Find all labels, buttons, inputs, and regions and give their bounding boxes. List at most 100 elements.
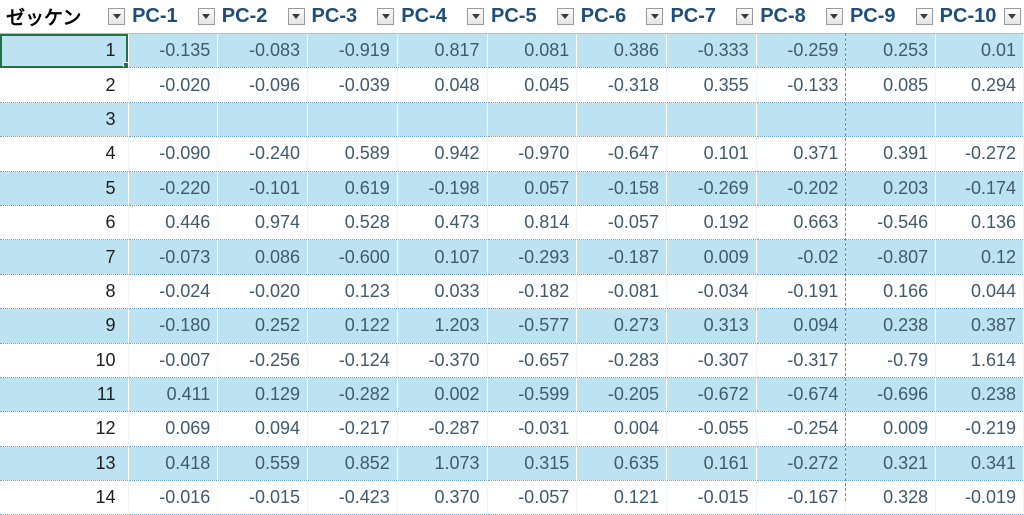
table-cell[interactable]: 0.321 xyxy=(845,446,937,482)
table-cell[interactable]: -0.034 xyxy=(666,274,757,310)
filter-dropdown-button[interactable] xyxy=(377,8,395,25)
table-cell[interactable]: 1.203 xyxy=(397,308,488,344)
table-cell[interactable]: 0.663 xyxy=(756,205,847,241)
table-cell[interactable]: -0.259 xyxy=(756,33,847,69)
table-cell[interactable]: 0.045 xyxy=(487,67,578,103)
table-cell[interactable]: 0.328 xyxy=(845,480,937,515)
table-cell[interactable] xyxy=(217,102,309,138)
table-cell[interactable]: 0.371 xyxy=(756,136,847,172)
table-cell[interactable]: -0.307 xyxy=(666,343,757,378)
table-cell[interactable]: -0.083 xyxy=(217,33,309,69)
row-id-cell[interactable]: 10 xyxy=(0,343,129,378)
table-cell[interactable]: 0.094 xyxy=(217,411,309,447)
table-cell[interactable]: -0.287 xyxy=(397,411,488,447)
table-cell[interactable] xyxy=(487,102,578,138)
filter-dropdown-button[interactable] xyxy=(1003,8,1021,25)
table-cell[interactable]: 0.094 xyxy=(756,308,847,344)
table-cell[interactable]: 0.238 xyxy=(845,308,937,344)
table-cell[interactable]: 0.01 xyxy=(935,33,1024,69)
row-id-cell[interactable]: 2 xyxy=(0,67,129,103)
table-cell[interactable]: 0.086 xyxy=(217,239,309,275)
table-cell[interactable]: 0.273 xyxy=(576,308,667,344)
table-cell[interactable]: -0.057 xyxy=(576,205,667,241)
row-id-cell[interactable]: 4 xyxy=(0,136,129,172)
table-cell[interactable]: -0.282 xyxy=(307,377,398,413)
table-cell[interactable]: -0.090 xyxy=(128,136,219,172)
table-cell[interactable]: 0.107 xyxy=(397,239,488,275)
table-cell[interactable]: -0.015 xyxy=(666,480,757,515)
table-cell[interactable]: -0.919 xyxy=(307,33,398,69)
table-cell[interactable]: 0.166 xyxy=(845,274,937,310)
table-cell[interactable]: -0.272 xyxy=(756,446,847,482)
filter-dropdown-button[interactable] xyxy=(915,8,933,25)
table-cell[interactable]: -0.205 xyxy=(576,377,667,413)
table-cell[interactable]: -0.79 xyxy=(845,343,937,378)
table-cell[interactable]: 0.136 xyxy=(935,205,1024,241)
table-cell[interactable] xyxy=(128,102,219,138)
row-id-cell[interactable]: 3 xyxy=(0,102,129,138)
row-id-cell[interactable]: 1 xyxy=(0,33,129,69)
table-cell[interactable]: -0.055 xyxy=(666,411,757,447)
row-id-cell[interactable]: 5 xyxy=(0,171,129,206)
table-cell[interactable]: -0.019 xyxy=(935,480,1024,515)
column-header-pc-6[interactable]: PC-6 xyxy=(576,0,667,34)
table-cell[interactable]: -0.039 xyxy=(307,67,398,103)
table-cell[interactable]: 0.315 xyxy=(487,446,578,482)
row-id-cell[interactable]: 12 xyxy=(0,411,129,447)
table-cell[interactable]: 0.129 xyxy=(217,377,309,413)
table-cell[interactable]: -0.370 xyxy=(397,343,488,378)
table-cell[interactable]: 0.033 xyxy=(397,274,488,310)
table-cell[interactable]: 1.614 xyxy=(935,343,1024,378)
table-cell[interactable]: 0.004 xyxy=(576,411,667,447)
column-header-pc-5[interactable]: PC-5 xyxy=(487,0,577,34)
filter-dropdown-button[interactable] xyxy=(736,8,754,25)
table-cell[interactable]: 0.341 xyxy=(935,446,1024,482)
table-cell[interactable]: 0.386 xyxy=(576,33,667,69)
table-cell[interactable]: -0.187 xyxy=(576,239,667,275)
table-cell[interactable]: 0.852 xyxy=(307,446,398,482)
table-cell[interactable]: 0.048 xyxy=(397,67,488,103)
table-cell[interactable]: -0.202 xyxy=(756,171,847,206)
table-cell[interactable]: 0.446 xyxy=(128,205,219,241)
column-header-pc-7[interactable]: PC-7 xyxy=(666,0,757,34)
table-cell[interactable]: -0.020 xyxy=(128,67,219,103)
table-cell[interactable]: -0.167 xyxy=(756,480,847,515)
table-cell[interactable]: -0.577 xyxy=(487,308,578,344)
table-cell[interactable]: 0.473 xyxy=(397,205,488,241)
fill-handle[interactable] xyxy=(122,62,128,67)
filter-dropdown-button[interactable] xyxy=(467,8,484,25)
table-cell[interactable]: -0.317 xyxy=(756,343,847,378)
table-cell[interactable] xyxy=(397,102,488,138)
table-cell[interactable]: -0.220 xyxy=(128,171,219,206)
table-cell[interactable]: -0.081 xyxy=(576,274,667,310)
table-cell[interactable]: 0.294 xyxy=(935,67,1024,103)
column-header-pc-1[interactable]: PC-1 xyxy=(128,0,218,34)
row-id-cell[interactable]: 6 xyxy=(0,205,129,241)
table-cell[interactable]: 0.814 xyxy=(487,205,578,241)
column-header-pc-10[interactable]: PC-10 xyxy=(935,0,1024,34)
table-cell[interactable]: -0.970 xyxy=(487,136,578,172)
table-cell[interactable]: 0.391 xyxy=(845,136,937,172)
column-header-zekken[interactable]: ゼッケン xyxy=(0,0,129,34)
table-cell[interactable]: -0.269 xyxy=(666,171,757,206)
row-id-cell[interactable]: 9 xyxy=(0,308,129,344)
table-cell[interactable]: -0.807 xyxy=(845,239,937,275)
table-cell[interactable]: -0.073 xyxy=(128,239,219,275)
table-cell[interactable]: 0.192 xyxy=(666,205,757,241)
table-cell[interactable]: -0.599 xyxy=(487,377,578,413)
table-cell[interactable] xyxy=(666,102,757,138)
table-cell[interactable]: 0.009 xyxy=(666,239,757,275)
table-cell[interactable]: -0.124 xyxy=(307,343,398,378)
table-cell[interactable]: 0.974 xyxy=(217,205,309,241)
filter-dropdown-button[interactable] xyxy=(197,8,215,25)
column-header-pc-9[interactable]: PC-9 xyxy=(845,0,936,34)
table-cell[interactable]: -0.031 xyxy=(487,411,578,447)
column-header-pc-2[interactable]: PC-2 xyxy=(217,0,308,34)
table-cell[interactable]: -0.283 xyxy=(576,343,667,378)
table-cell[interactable]: -0.158 xyxy=(576,171,667,206)
table-cell[interactable]: -0.180 xyxy=(128,308,219,344)
table-cell[interactable]: 1.073 xyxy=(397,446,488,482)
table-cell[interactable]: -0.015 xyxy=(217,480,309,515)
table-cell[interactable]: -0.020 xyxy=(217,274,309,310)
table-cell[interactable]: -0.674 xyxy=(756,377,847,413)
